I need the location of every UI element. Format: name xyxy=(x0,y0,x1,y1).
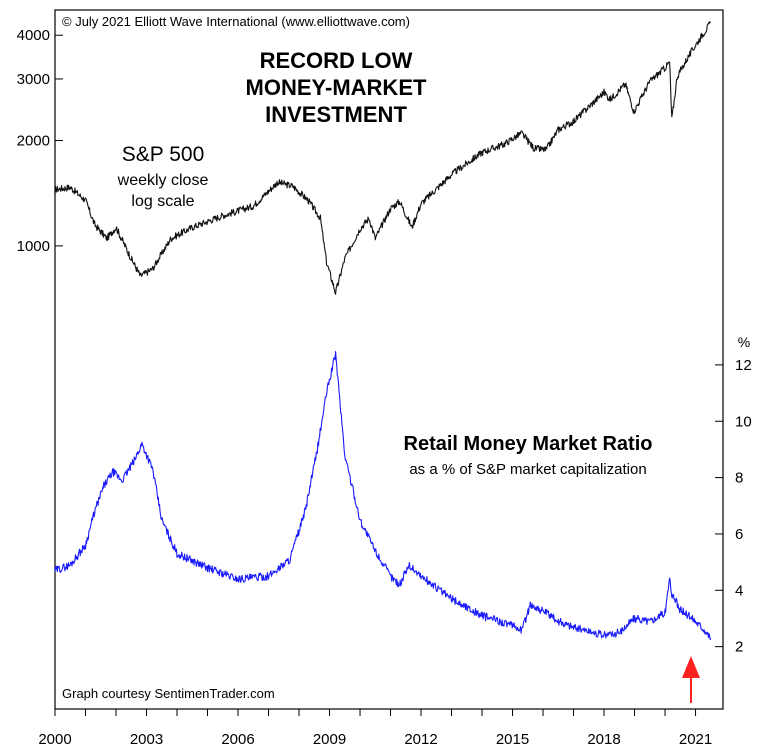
ratio-tick-label: 12 xyxy=(735,357,752,374)
sp500-subtitle-2: log scale xyxy=(131,193,194,210)
sp500-line xyxy=(54,21,711,295)
ratio-tick-label: 4 xyxy=(735,582,743,599)
ratio-tick-label: 6 xyxy=(735,526,743,543)
headline-line-2: MONEY-MARKET xyxy=(246,75,427,100)
x-tick-label: 2012 xyxy=(404,731,437,748)
sp500-title: S&P 500 xyxy=(122,143,205,166)
plot-frame xyxy=(54,9,724,710)
ratio-title: Retail Money Market Ratio xyxy=(404,433,653,455)
sp500-subtitle-1: weekly close xyxy=(117,172,209,189)
sp500-tick-label: 2000 xyxy=(17,133,50,150)
sp500-y-axis: 1000 2000 3000 4000 xyxy=(17,27,63,255)
x-tick-label: 2006 xyxy=(221,731,254,748)
sp500-tick-label: 4000 xyxy=(17,27,50,44)
sp500-tick-label: 1000 xyxy=(17,238,50,255)
ratio-y-axis: 2 4 6 8 10 12 xyxy=(715,357,752,656)
headline-line-3: INVESTMENT xyxy=(265,102,407,127)
x-tick-label: 2021 xyxy=(679,731,712,748)
ratio-subtitle: as a % of S&P market capitalization xyxy=(409,461,646,478)
x-tick-label: 2003 xyxy=(130,731,163,748)
copyright-note: © July 2021 Elliott Wave International (… xyxy=(62,14,410,29)
x-tick-label: 2018 xyxy=(587,731,620,748)
ratio-tick-label: 2 xyxy=(735,639,743,656)
ratio-tick-label: 8 xyxy=(735,470,743,487)
source-credit: Graph courtesy SentimenTrader.com xyxy=(62,686,275,701)
x-tick-label: 2000 xyxy=(38,731,71,748)
headline-line-1: RECORD LOW xyxy=(260,48,413,73)
record-low-arrow xyxy=(682,656,700,703)
x-tick-label: 2015 xyxy=(496,731,529,748)
series-layer xyxy=(54,21,712,641)
ratio-unit-label: % xyxy=(738,334,750,350)
ratio-tick-label: 10 xyxy=(735,413,752,430)
x-axis: 2000 2003 2006 2009 2012 2015 2018 2021 xyxy=(38,709,712,748)
sp500-tick-label: 3000 xyxy=(17,71,50,88)
ratio-line xyxy=(54,351,712,641)
x-tick-label: 2009 xyxy=(313,731,346,748)
